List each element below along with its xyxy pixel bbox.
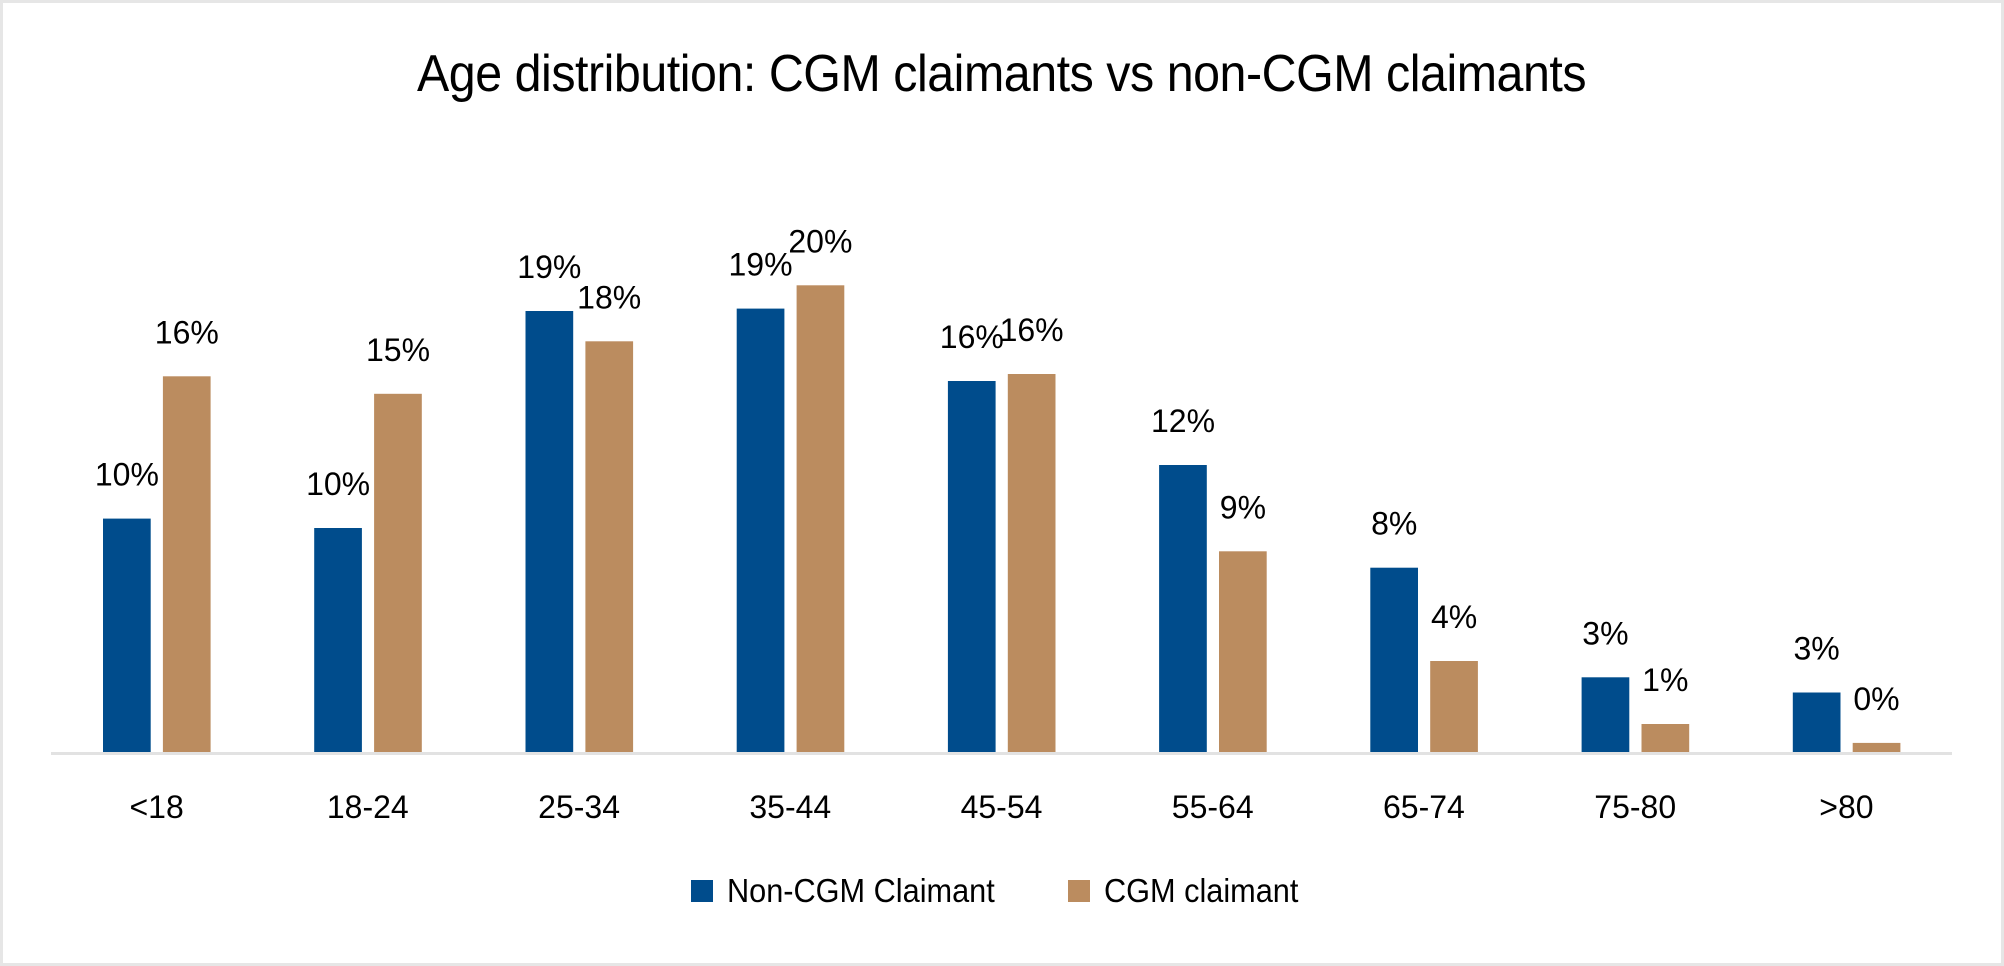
bar-non-cgm-25-34 bbox=[525, 311, 574, 752]
data-label-non-cgm-35-44: 19% bbox=[728, 247, 792, 283]
legend-item-non-cgm: Non-CGM Claimant bbox=[690, 872, 1015, 910]
bar-cgm-35-44 bbox=[796, 285, 845, 752]
chart-title-text: Age distribution: CGM claimants vs non-C… bbox=[417, 45, 1587, 103]
bar-cgm-lt18 bbox=[162, 376, 211, 752]
bar-cgm-45-54 bbox=[1007, 374, 1056, 752]
x-tick-label-45-54: 45-54 bbox=[961, 789, 1043, 825]
x-tick-labels-group: <18 18-24 25-34 35-44 45-54 55-64 65-74 75-80 >8… bbox=[129, 789, 1873, 825]
bar-non-cgm-35-44 bbox=[736, 308, 785, 752]
bar-cgm-gt80 bbox=[1852, 742, 1901, 752]
data-label-non-cgm-65-74: 8% bbox=[1371, 506, 1417, 542]
x-tick-label-35-44: 35-44 bbox=[749, 789, 831, 825]
bar-non-cgm-gt80 bbox=[1792, 692, 1841, 752]
chart-frame bbox=[3, 3, 2001, 963]
data-label-cgm-45-54: 16% bbox=[1000, 312, 1064, 348]
data-label-cgm-lt18: 16% bbox=[155, 314, 219, 350]
bar-non-cgm-55-64 bbox=[1159, 465, 1207, 752]
data-label-cgm-55-64: 9% bbox=[1220, 489, 1266, 525]
data-label-non-cgm-25-34: 19% bbox=[517, 249, 581, 285]
x-tick-label-55-64: 55-64 bbox=[1172, 789, 1254, 825]
data-label-cgm-35-44: 20% bbox=[788, 223, 852, 259]
bar-cgm-65-74 bbox=[1430, 661, 1478, 752]
bar-cgm-25-34 bbox=[585, 341, 634, 752]
data-label-cgm-18-24: 15% bbox=[366, 332, 430, 368]
x-tick-label-75-80: 75-80 bbox=[1594, 789, 1676, 825]
data-label-cgm-25-34: 18% bbox=[577, 279, 641, 315]
data-labels-group: 10%16%10%15%19%18%19%20%16%16%12%9% 8%4% 3… bbox=[95, 223, 1900, 717]
legend: Non-CGM Claimant CGM claimant bbox=[0, 872, 2004, 910]
data-label-non-cgm-75-80: 3% bbox=[1582, 615, 1628, 651]
x-tick-label-gt80: >80 bbox=[1819, 789, 1873, 825]
data-label-cgm-65-74: 4% bbox=[1431, 599, 1477, 635]
bar-cgm-55-64 bbox=[1219, 551, 1267, 752]
bar-non-cgm-lt18 bbox=[103, 518, 151, 752]
data-label-non-cgm-gt80: 3% bbox=[1793, 631, 1839, 667]
data-label-cgm-gt80: 0% bbox=[1853, 681, 1899, 717]
data-label-cgm-75-80: 1% bbox=[1642, 662, 1688, 698]
legend-swatch-cgm bbox=[1068, 880, 1091, 902]
data-label-non-cgm-18-24: 10% bbox=[306, 466, 370, 502]
bar-non-cgm-75-80 bbox=[1581, 677, 1630, 752]
bar-cgm-18-24 bbox=[374, 393, 422, 752]
bar-non-cgm-45-54 bbox=[947, 381, 996, 752]
x-tick-label-65-74: 65-74 bbox=[1383, 789, 1465, 825]
legend-label-cgm: CGM claimant bbox=[1104, 872, 1299, 909]
data-label-non-cgm-55-64: 12% bbox=[1151, 403, 1215, 439]
data-label-non-cgm-45-54: 16% bbox=[940, 319, 1004, 355]
bars-group bbox=[103, 285, 1901, 752]
legend-item-cgm: CGM claimant bbox=[1068, 872, 1313, 910]
x-tick-label-25-34: 25-34 bbox=[538, 789, 620, 825]
bar-non-cgm-18-24 bbox=[314, 528, 362, 752]
legend-label-non-cgm: Non-CGM Claimant bbox=[726, 872, 995, 909]
legend-swatch-non-cgm bbox=[690, 880, 713, 902]
x-tick-label-18-24: 18-24 bbox=[327, 789, 409, 825]
chart-title: Age distribution: CGM claimants vs non-C… bbox=[0, 44, 2004, 104]
x-tick-label-lt18: <18 bbox=[129, 789, 183, 825]
bar-cgm-75-80 bbox=[1641, 724, 1690, 752]
data-label-non-cgm-lt18: 10% bbox=[95, 457, 159, 493]
bar-non-cgm-65-74 bbox=[1370, 567, 1418, 752]
